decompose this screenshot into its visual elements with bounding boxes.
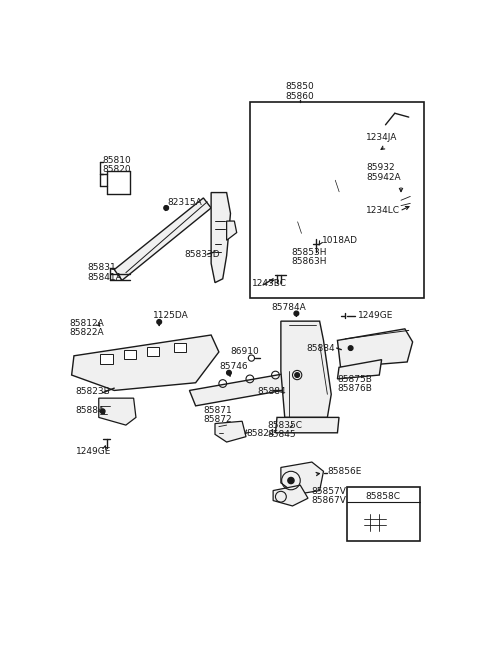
Polygon shape: [277, 134, 389, 277]
Text: 85845: 85845: [268, 430, 296, 440]
Bar: [174, 343, 186, 352]
Text: 86910: 86910: [230, 346, 259, 356]
Text: 85856E: 85856E: [327, 468, 362, 476]
Polygon shape: [281, 462, 324, 495]
Polygon shape: [337, 360, 382, 379]
Circle shape: [100, 409, 105, 413]
Circle shape: [157, 320, 162, 324]
Text: 85858C: 85858C: [366, 492, 401, 501]
Text: 85867V: 85867V: [312, 496, 347, 505]
Text: 85884: 85884: [258, 386, 286, 396]
Polygon shape: [260, 125, 405, 283]
Text: 85932: 85932: [366, 163, 395, 172]
Circle shape: [288, 477, 294, 483]
Bar: [250, 102, 424, 298]
Text: 85884: 85884: [75, 406, 104, 415]
Text: 85784A: 85784A: [271, 303, 306, 312]
Bar: [347, 487, 420, 540]
Polygon shape: [114, 198, 211, 280]
Text: 85884: 85884: [307, 345, 335, 353]
Circle shape: [294, 311, 299, 316]
Text: 85860: 85860: [286, 92, 314, 101]
Polygon shape: [211, 193, 230, 283]
Polygon shape: [385, 506, 389, 535]
Text: 85857V: 85857V: [312, 487, 347, 496]
Text: 85831: 85831: [87, 263, 116, 272]
Text: 85872: 85872: [204, 415, 232, 424]
Bar: [123, 350, 136, 359]
Circle shape: [164, 206, 168, 210]
Text: 85871: 85871: [204, 406, 232, 415]
Text: 85822A: 85822A: [69, 328, 104, 337]
Text: 85833D: 85833D: [184, 250, 220, 259]
Text: 1234LC: 1234LC: [366, 206, 400, 215]
Circle shape: [348, 346, 353, 350]
Polygon shape: [273, 485, 308, 506]
Text: 85835C: 85835C: [268, 421, 303, 430]
Polygon shape: [364, 506, 389, 510]
Circle shape: [295, 373, 300, 377]
Polygon shape: [72, 335, 219, 390]
Text: 85746: 85746: [219, 362, 248, 371]
Text: 85875B: 85875B: [337, 375, 372, 384]
Polygon shape: [337, 329, 413, 367]
Polygon shape: [399, 193, 414, 214]
Text: 1249GE: 1249GE: [359, 311, 394, 320]
Text: 85823B: 85823B: [75, 386, 110, 396]
Text: 1243BC: 1243BC: [252, 279, 287, 288]
Text: 82315A: 82315A: [167, 198, 202, 207]
Polygon shape: [215, 421, 246, 442]
Text: 85810: 85810: [103, 156, 132, 164]
Text: 85853H: 85853H: [291, 248, 326, 257]
Text: 85942A: 85942A: [366, 172, 401, 181]
Text: 85876B: 85876B: [337, 384, 372, 393]
Text: 85820: 85820: [103, 165, 131, 174]
Polygon shape: [190, 371, 304, 406]
Text: 85824: 85824: [246, 429, 275, 438]
Polygon shape: [227, 221, 237, 240]
Text: 1249GE: 1249GE: [75, 447, 111, 456]
Text: 1018AD: 1018AD: [322, 236, 358, 246]
Circle shape: [227, 371, 231, 375]
Text: 1234JA: 1234JA: [366, 132, 397, 141]
Text: 85812A: 85812A: [69, 319, 104, 328]
Bar: [100, 354, 113, 364]
Text: 85841A: 85841A: [87, 272, 122, 282]
Bar: [147, 346, 159, 356]
Text: 85863H: 85863H: [291, 257, 326, 266]
Text: 1125DA: 1125DA: [153, 311, 189, 320]
Polygon shape: [281, 321, 331, 417]
Polygon shape: [276, 417, 339, 433]
Polygon shape: [364, 510, 385, 535]
Text: 85850: 85850: [286, 83, 314, 92]
Polygon shape: [99, 398, 136, 425]
